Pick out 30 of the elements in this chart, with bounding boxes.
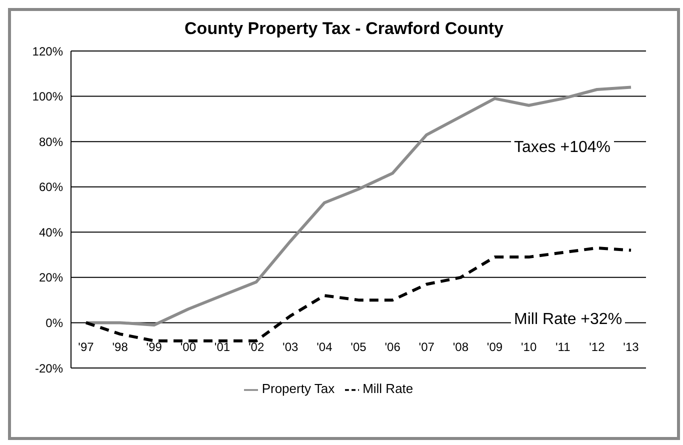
y-tick-label: -20% [34, 361, 64, 376]
x-tick-label: '09 [486, 340, 503, 354]
x-tick-label: '06 [384, 340, 401, 354]
y-tick-label: 60% [38, 180, 64, 194]
y-tick-label: 0% [46, 316, 64, 330]
x-tick-label: '11 [556, 340, 571, 354]
annotation: Taxes +104% [511, 139, 614, 157]
x-tick-label: '03 [282, 340, 299, 354]
x-tick-label: '98 [112, 340, 128, 354]
x-tick-label: '07 [418, 340, 435, 354]
y-tick-label: 80% [38, 134, 64, 149]
legend-label: Property Tax [262, 381, 335, 396]
y-tick-label: 100% [32, 90, 64, 104]
x-tick-label: '05 [350, 340, 367, 354]
x-tick-label: '97 [78, 340, 94, 354]
x-tick-label: '08 [452, 340, 469, 354]
x-tick-label: '01 [214, 340, 230, 354]
x-tick-label: '00 [180, 340, 196, 354]
legend-label: Mill Rate [362, 381, 414, 396]
chart-title: County Property Tax - Crawford County [184, 19, 504, 39]
y-tick-label: 120% [32, 44, 64, 58]
y-tick-label: 40% [38, 225, 64, 240]
x-tick-label: '12 [589, 340, 606, 354]
y-tick-label: 20% [38, 270, 64, 285]
x-tick-label: '04 [316, 340, 333, 354]
x-tick-label: '99 [146, 340, 162, 354]
x-tick-label: '10 [520, 340, 537, 354]
x-tick-label: '13 [623, 340, 640, 354]
annotation: Mill Rate +32% [511, 311, 626, 329]
x-tick-label: '02 [248, 340, 264, 354]
